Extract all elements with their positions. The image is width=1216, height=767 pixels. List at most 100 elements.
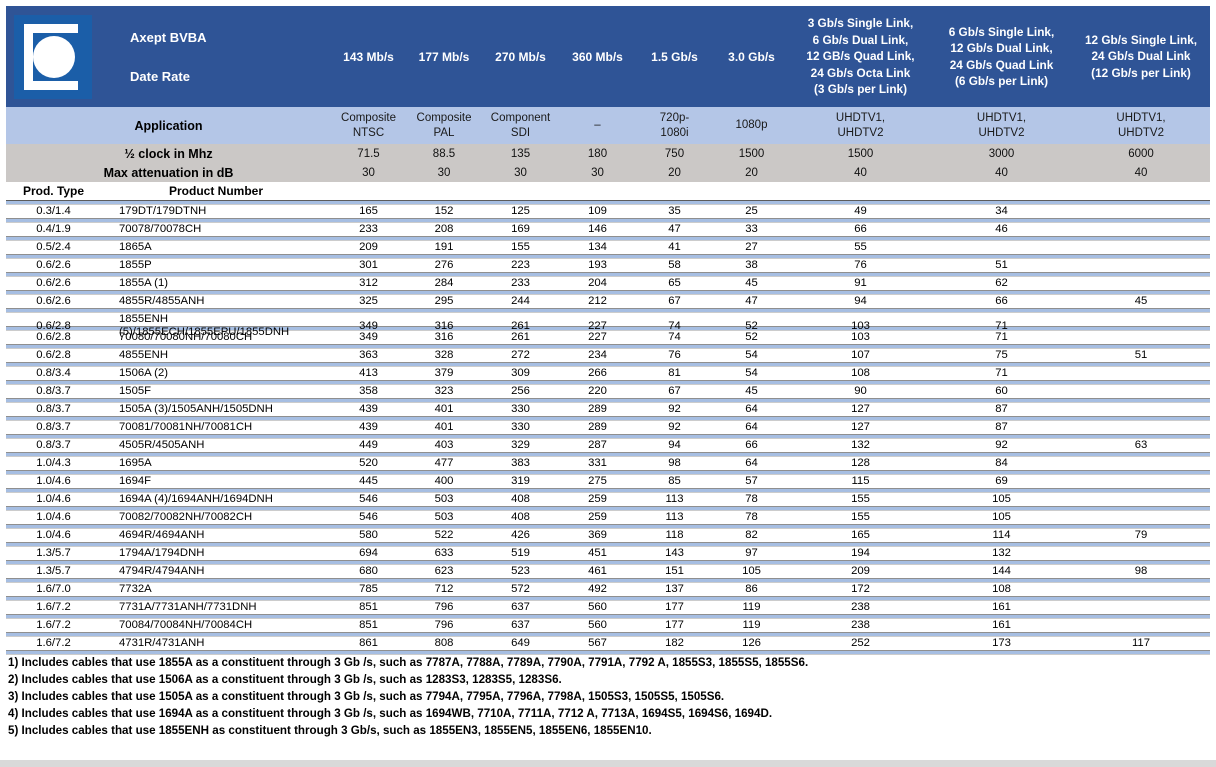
bottom-scroll-strip — [0, 760, 1216, 767]
application-row: Application Composite NTSC Composite PAL C… — [6, 107, 1210, 144]
attenuation-value-cell: 94 — [668, 439, 681, 451]
attenuation-value-cell: 69 — [995, 475, 1008, 487]
attenuation-value-cell: 71 — [995, 319, 1008, 332]
attenuation-value-cell: 113 — [665, 511, 684, 523]
attenuation-value-cell — [1072, 457, 1210, 470]
prod-type-cell: 1.6/7.2 — [36, 619, 71, 631]
attenuation-value-cell: 182 — [665, 637, 684, 649]
header-brand: Axept BVBA Date Rate — [6, 6, 331, 107]
attenuation-value-cell: 503 — [434, 511, 454, 523]
attenuation-value-cell: 289 — [588, 403, 607, 415]
axept-logo-icon — [14, 14, 92, 99]
attenuation-value-cell: 256 — [511, 385, 530, 397]
attenuation-value-cell — [1072, 367, 1210, 380]
separator — [6, 434, 1210, 439]
attenuation-value-cell: 220 — [588, 385, 607, 397]
attenuation-value-cell: 329 — [511, 439, 530, 451]
attenuation-value-cell: 252 — [851, 637, 870, 649]
attenuation-value-cell: 316 — [434, 319, 454, 332]
attenuation-value-cell: 193 — [588, 259, 607, 271]
table-row: 0.3/1.4 179DT/179DTNH 165 152 125 109 35 25 49 34 — [6, 205, 1210, 218]
attenuation-value-cell: 33 — [745, 223, 758, 235]
max-attenuation-cell: 30 — [362, 166, 375, 179]
separator — [6, 200, 1210, 205]
prod-type-cell: 1.0/4.6 — [36, 529, 71, 541]
attenuation-value-cell: 66 — [995, 295, 1008, 307]
table-row: 0.6/2.6 4855R/4855ANH 325 295 244 212 67 47 94 66… — [6, 295, 1210, 308]
attenuation-value-cell: 519 — [511, 547, 530, 559]
product-number-cell: 7731A/7731ANH/7731DNH — [119, 601, 257, 613]
footnote: 5) Includes cables that use 1855ENH as c… — [8, 724, 652, 737]
attenuation-value-cell: 523 — [511, 565, 530, 577]
separator — [6, 650, 1210, 655]
attenuation-value-cell: 161 — [992, 601, 1011, 613]
prod-type-cell: 0.8/3.7 — [36, 421, 71, 433]
prod-type-cell: 0.3/1.4 — [36, 205, 71, 217]
attenuation-value-cell — [1072, 403, 1210, 416]
table-row: 0.6/2.6 1855A (1) 312 284 233 204 65 45 91 62 — [6, 277, 1210, 290]
attenuation-value-cell: 114 — [992, 529, 1011, 541]
separator — [6, 488, 1210, 493]
half-clock-cell: 180 — [587, 147, 608, 160]
attenuation-value-cell: 403 — [434, 439, 454, 451]
attenuation-value-cell: 143 — [665, 547, 684, 559]
separator — [6, 560, 1210, 565]
attenuation-value-cell: 98 — [668, 457, 681, 469]
attenuation-value-cell: 295 — [434, 295, 454, 307]
attenuation-value-cell: 227 — [588, 319, 607, 332]
attenuation-value-cell: 117 — [1131, 637, 1150, 649]
attenuation-value-cell: 808 — [434, 637, 454, 649]
product-number-cell: 4855ENH — [119, 349, 168, 361]
rate-column-header: 177 Mb/s — [418, 49, 470, 64]
half-clock-cell: 71.5 — [357, 147, 380, 160]
attenuation-value-cell: 78 — [745, 493, 758, 505]
prod-type-cell: 1.0/4.6 — [36, 475, 71, 487]
attenuation-value-cell: 35 — [668, 205, 681, 217]
separator — [6, 380, 1210, 385]
table-row: 0.8/3.7 4505R/4505ANH 449 403 329 287 94 66 132 9… — [6, 439, 1210, 452]
attenuation-value-cell — [1072, 619, 1210, 632]
attenuation-value-cell: 177 — [665, 619, 684, 631]
attenuation-value-cell: 84 — [995, 457, 1008, 469]
application-cell: 1080p — [735, 119, 768, 131]
footnote: 4) Includes cables that use 1694A as a c… — [8, 707, 773, 720]
attenuation-value-cell: 76 — [854, 259, 867, 271]
product-number-cell: 1694F — [119, 475, 152, 487]
attenuation-value-cell: 27 — [745, 241, 758, 253]
attenuation-value-cell: 87 — [995, 421, 1008, 433]
application-cell: Component SDI — [490, 111, 551, 139]
header-titles: Axept BVBA Date Rate — [130, 30, 207, 84]
attenuation-value-cell: 408 — [511, 493, 530, 505]
attenuation-value-cell: 66 — [745, 439, 758, 451]
attenuation-value-cell: 51 — [995, 259, 1008, 271]
separator — [6, 326, 1210, 331]
attenuation-value-cell: 107 — [851, 349, 870, 361]
attenuation-value-cell — [1072, 241, 1210, 254]
attenuation-value-cell: 623 — [434, 565, 454, 577]
attenuation-value-cell: 65 — [668, 277, 681, 289]
attenuation-value-cell: 78 — [745, 511, 758, 523]
prod-type-cell: 0.6/2.8 — [36, 349, 71, 361]
max-attenuation-cell: 30 — [437, 166, 451, 179]
attenuation-value-cell: 103 — [851, 319, 870, 332]
half-clock-cell: 88.5 — [432, 147, 456, 160]
prod-type-cell: 0.6/2.8 — [36, 331, 71, 343]
attenuation-value-cell: 127 — [851, 403, 870, 415]
separator — [6, 416, 1210, 421]
attenuation-table: Axept BVBA Date Rate 143 Mb/s 177 Mb/s 270… — [6, 6, 1210, 655]
application-cell: Composite PAL — [416, 111, 472, 139]
attenuation-value-cell: 64 — [745, 457, 758, 469]
attenuation-value-cell — [1072, 421, 1210, 434]
attenuation-value-cell: 54 — [745, 349, 758, 361]
attenuation-value-cell: 127 — [851, 421, 870, 433]
product-number-cell: 1694A (4)/1694ANH/1694DNH — [119, 493, 273, 505]
product-number-cell: 70080/70080NH/70080CH — [119, 331, 253, 343]
attenuation-value-cell — [1072, 601, 1210, 614]
attenuation-value-cell — [1072, 223, 1210, 236]
attenuation-value-cell: 212 — [588, 295, 607, 307]
separator — [6, 344, 1210, 349]
application-cell: Composite NTSC — [341, 111, 396, 139]
attenuation-value-cell: 173 — [992, 637, 1011, 649]
attenuation-value-cell: 108 — [851, 367, 870, 379]
rate-column-header: 3 Gb/s Single Link, 6 Gb/s Dual Link, 12… — [806, 16, 915, 97]
